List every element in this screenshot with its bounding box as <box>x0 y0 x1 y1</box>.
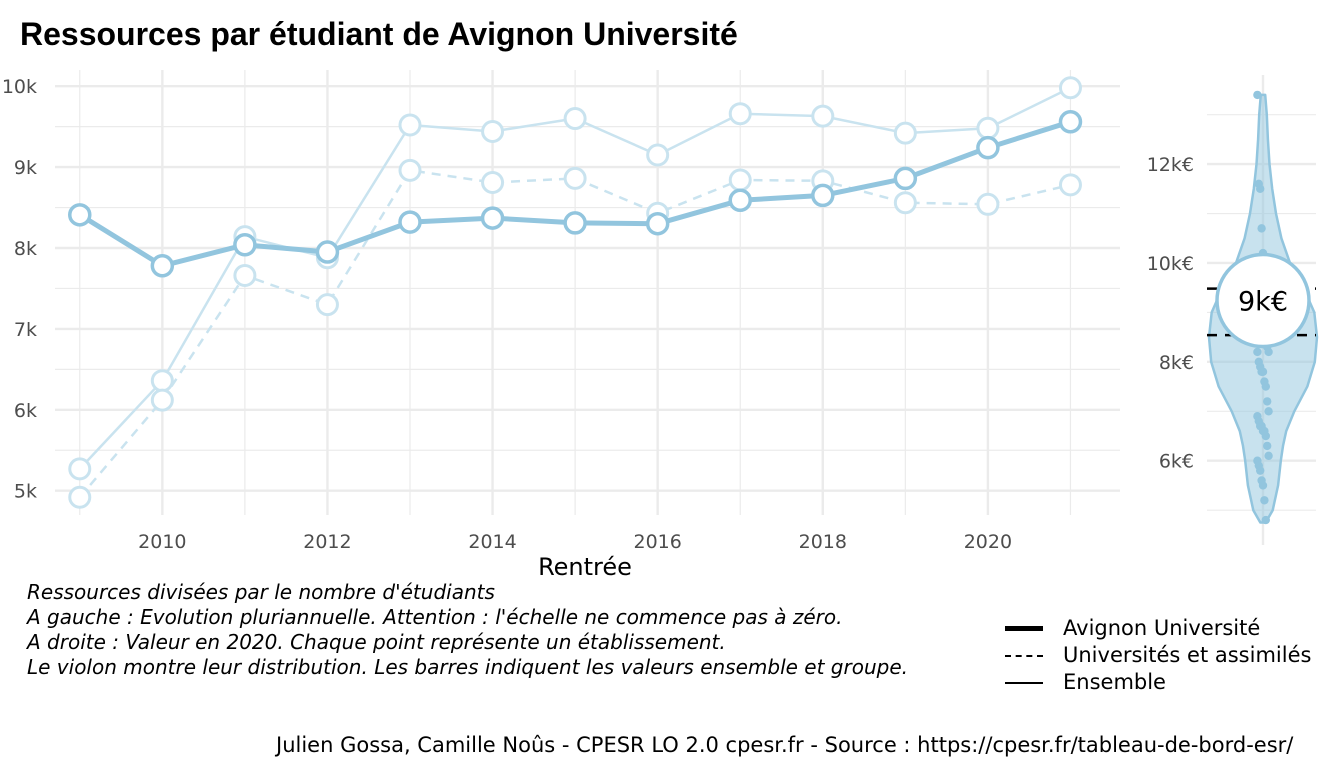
series-point <box>893 121 917 145</box>
violin-point <box>1264 347 1273 357</box>
x-tick-label: 2016 <box>633 531 681 553</box>
x-tick-label: 2010 <box>138 531 186 553</box>
y-tick-label: 7k <box>14 319 37 341</box>
legend: Avignon Université Universités et assimi… <box>1005 615 1311 696</box>
series-point <box>68 457 92 481</box>
y-tick-label: 9k <box>14 157 37 179</box>
violin-point <box>1261 431 1271 441</box>
series-point <box>563 107 587 131</box>
series-point <box>976 192 1000 216</box>
violin-point <box>1261 515 1271 525</box>
violin-point <box>1263 397 1272 406</box>
legend-label: Avignon Université <box>1063 616 1261 640</box>
series-point <box>976 116 1000 140</box>
violin-point <box>1253 90 1262 100</box>
y-tick-label: 8k€ <box>1159 352 1194 374</box>
caption-line: Ressources divisées par le nombre d'étud… <box>27 580 495 604</box>
series-point <box>563 166 587 190</box>
series-point <box>728 188 752 213</box>
violin-point <box>1260 496 1269 505</box>
x-axis-label: Rentrée <box>538 553 632 581</box>
series-point <box>1058 76 1082 100</box>
violin-point <box>1264 451 1273 460</box>
series-point <box>398 158 422 182</box>
series-point <box>646 143 670 167</box>
series-point <box>811 183 835 208</box>
series-point <box>893 191 917 215</box>
violin-point <box>1261 382 1271 391</box>
legend-label: Universités et assimilés <box>1063 643 1312 667</box>
violin-point <box>1257 224 1266 233</box>
y-tick-label: 10k€ <box>1147 253 1194 275</box>
x-tick-label: 2020 <box>964 531 1012 553</box>
series-point <box>728 168 752 192</box>
violin-point <box>1263 441 1272 451</box>
violin-point <box>1256 466 1265 475</box>
line-chart-grid <box>55 70 1120 515</box>
caption-line: A droite : Valeur en 2020. Chaque point … <box>27 630 726 654</box>
series-point <box>481 119 505 143</box>
caption-line: A gauche : Evolution pluriannuelle. Atte… <box>27 605 843 629</box>
legend-item: Avignon Université <box>1005 615 1311 642</box>
series-point <box>233 233 257 257</box>
series-point <box>1058 110 1083 134</box>
line-chart-series <box>68 76 1083 509</box>
series-point <box>68 485 92 509</box>
series-point <box>398 113 422 137</box>
series-point <box>481 170 505 194</box>
series-point <box>1058 173 1082 197</box>
legend-swatch-solid <box>1005 682 1043 684</box>
violin-point <box>1258 367 1268 376</box>
y-tick-label: 5k <box>14 481 37 503</box>
series-point <box>150 254 175 278</box>
legend-item: Ensemble <box>1005 669 1311 696</box>
caption: Ressources divisées par le nombre d'étud… <box>27 580 908 680</box>
y-tick-label: 12k€ <box>1147 154 1194 176</box>
chart-title: Ressources par étudiant de Avignon Unive… <box>20 16 738 52</box>
legend-label: Ensemble <box>1063 670 1166 694</box>
series-point <box>893 166 918 191</box>
series-point <box>315 240 340 264</box>
violin-point <box>1258 481 1268 490</box>
x-tick-label: 2012 <box>303 531 351 553</box>
y-tick-label: 6k€ <box>1159 451 1194 473</box>
legend-swatch-thick <box>1005 626 1043 631</box>
y-tick-label: 8k <box>14 238 37 260</box>
y-tick-label: 10k <box>2 76 37 98</box>
line-chart-y-ticks: 5k 6k 7k 8k 9k 10k <box>2 76 37 503</box>
caption-line: Le violon montre leur distribution. Les … <box>27 655 908 679</box>
highlight-circle <box>1215 252 1311 349</box>
series-point <box>811 104 835 128</box>
violin-point <box>1253 347 1262 357</box>
series-point <box>563 211 587 235</box>
series-point <box>645 211 670 236</box>
series-point <box>480 206 505 230</box>
series-point <box>150 369 174 393</box>
violin-y-ticks: 6k€ 8k€ 10k€ 12k€ <box>1147 154 1194 473</box>
legend-swatch-dashed <box>1005 655 1043 657</box>
line-chart-x-ticks: 2010 2012 2014 2016 2018 2020 <box>138 531 1012 553</box>
series-point <box>976 135 1000 160</box>
series-point <box>315 293 339 317</box>
y-tick-label: 6k <box>14 400 37 422</box>
series-point <box>728 102 752 126</box>
highlight-label: 9k€ <box>1238 287 1288 318</box>
x-tick-label: 2018 <box>799 531 847 553</box>
series-point <box>150 388 174 412</box>
credits: Julien Gossa, Camille Noûs - CPESR LO 2.… <box>276 733 1294 757</box>
series-point <box>398 210 422 234</box>
x-tick-label: 2014 <box>468 531 516 553</box>
series-point <box>68 203 92 227</box>
legend-item: Universités et assimilés <box>1005 642 1311 669</box>
violin-point <box>1264 407 1273 416</box>
violin-highlight: 9k€ <box>1215 252 1311 349</box>
series-point <box>233 264 257 288</box>
violin-point <box>1256 184 1265 194</box>
